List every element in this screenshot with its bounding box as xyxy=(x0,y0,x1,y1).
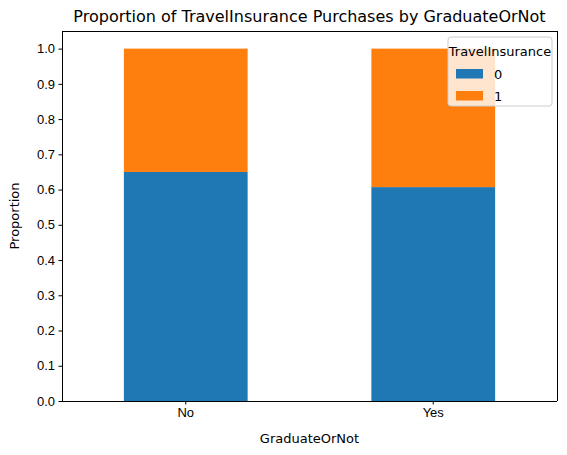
y-tick-mark xyxy=(59,225,63,226)
y-tick-label: 0.2 xyxy=(37,323,55,338)
y-tick-label: 1.0 xyxy=(37,41,55,56)
chart: 0.0 0.1 0.2 0.3 0.4 0.5 0.6 0.7 0.8 0.9 1.0 No Yes Pr… xyxy=(0,0,567,455)
y-label: Proportion xyxy=(7,182,22,249)
y-tick: 0.8 xyxy=(37,112,62,127)
y-tick-mark xyxy=(59,295,63,296)
y-tick: 0.7 xyxy=(37,147,62,162)
x-axis-line xyxy=(62,401,557,402)
y-tick-label: 0.1 xyxy=(37,358,55,373)
frame-top xyxy=(62,31,557,32)
x-tick-mark xyxy=(185,401,186,405)
bar xyxy=(371,187,495,401)
bar xyxy=(124,49,248,172)
y-tick: 0.3 xyxy=(37,288,62,303)
y-tick-mark xyxy=(59,401,63,402)
legend-label: 1 xyxy=(494,89,502,104)
legend: TravelInsurance 0 1 xyxy=(448,37,552,106)
y-tick: 0.1 xyxy=(37,358,62,373)
x-tick-label: Yes xyxy=(423,405,445,420)
x-label: GraduateOrNot xyxy=(260,431,359,446)
y-tick: 1.0 xyxy=(37,41,62,56)
y-tick: 0.4 xyxy=(37,253,62,268)
y-tick-label: 0.8 xyxy=(37,112,55,127)
y-tick: 0.9 xyxy=(37,77,62,92)
y-tick-mark xyxy=(59,331,63,332)
y-tick-mark xyxy=(59,49,63,50)
y-tick: 0.6 xyxy=(37,182,62,197)
y-tick-label: 0.6 xyxy=(37,182,55,197)
y-axis: 0.0 0.1 0.2 0.3 0.4 0.5 0.6 0.7 0.8 0.9 1.0 xyxy=(37,31,63,409)
y-tick-mark xyxy=(59,154,63,155)
bars xyxy=(124,49,495,401)
y-tick: 0.2 xyxy=(37,323,62,338)
y-axis-line xyxy=(62,31,63,401)
y-tick-label: 0.9 xyxy=(37,77,55,92)
title: Proportion of TravelInsurance Purchases … xyxy=(73,7,545,26)
x-tick-mark xyxy=(433,401,434,405)
y-tick-label: 0.0 xyxy=(37,394,55,409)
x-tick: Yes xyxy=(423,401,445,420)
x-axis: No Yes xyxy=(62,401,557,420)
x-tick-label: No xyxy=(177,405,194,420)
legend-label: 0 xyxy=(494,67,502,82)
y-tick-label: 0.4 xyxy=(37,253,55,268)
y-tick-mark xyxy=(59,260,63,261)
frame-right xyxy=(557,31,558,401)
x-tick: No xyxy=(177,401,194,420)
y-tick-mark xyxy=(59,84,63,85)
legend-box xyxy=(448,37,552,106)
y-tick-label: 0.3 xyxy=(37,288,55,303)
y-tick-mark xyxy=(59,119,63,120)
y-tick-label: 0.7 xyxy=(37,147,55,162)
bar xyxy=(371,49,495,187)
bar xyxy=(124,172,248,401)
y-tick-label: 0.5 xyxy=(37,217,55,232)
legend-swatch xyxy=(456,69,483,79)
y-tick-mark xyxy=(59,366,63,367)
y-tick: 0.0 xyxy=(37,394,62,409)
legend-swatch xyxy=(456,91,483,101)
legend-title: TravelInsurance xyxy=(448,44,551,59)
y-tick: 0.5 xyxy=(37,217,62,232)
y-tick-mark xyxy=(59,190,63,191)
